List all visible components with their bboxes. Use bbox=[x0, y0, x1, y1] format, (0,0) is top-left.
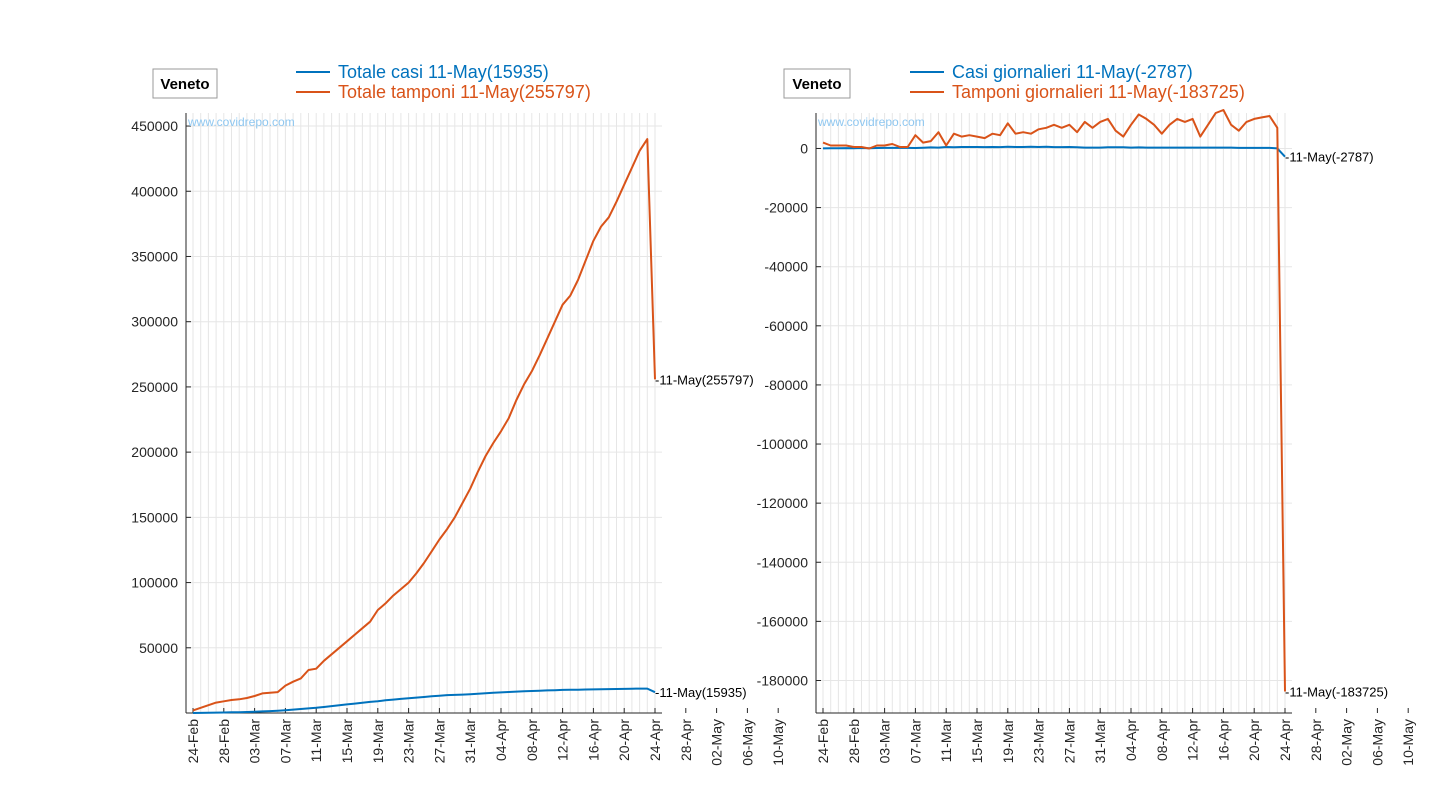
y-tick-label: 50000 bbox=[139, 640, 178, 656]
x-tick-label: 28-Apr bbox=[1308, 719, 1324, 761]
y-tick-label: 200000 bbox=[131, 444, 178, 460]
region-box bbox=[152, 68, 218, 99]
x-tick-label: 12-Apr bbox=[555, 719, 571, 761]
x-tick-label: 23-Mar bbox=[1031, 719, 1047, 764]
x-tick-label: 02-May bbox=[1339, 719, 1355, 766]
x-tick-label: 28-Feb bbox=[216, 719, 232, 764]
x-tick-label: 19-Mar bbox=[1000, 719, 1016, 764]
x-tick-label: 24-Feb bbox=[185, 719, 201, 764]
series-line-1 bbox=[822, 109, 1286, 692]
x-tick-label: 10-May bbox=[1400, 719, 1416, 766]
horizontal-gridlines bbox=[816, 147, 1292, 681]
y-tick-label: -80000 bbox=[764, 377, 808, 393]
x-tick-label: 24-Apr bbox=[647, 719, 663, 761]
right-chart-daily: 0 -20000 -40000 -60000 -80000 -100000 -120000 -… bbox=[757, 62, 1417, 766]
y-tick-label: -120000 bbox=[757, 495, 809, 511]
x-tick-label: 03-Mar bbox=[247, 719, 263, 764]
x-tick-label: 11-Mar bbox=[308, 719, 324, 763]
y-tick-label: -40000 bbox=[764, 259, 808, 275]
x-tick-label: 24-Apr bbox=[1277, 719, 1293, 761]
x-tick-label: 28-Feb bbox=[846, 719, 862, 764]
series-line-1 bbox=[192, 138, 656, 712]
x-tick-label: 19-Mar bbox=[370, 719, 386, 764]
series-end-label: -11-May(15935) bbox=[655, 685, 747, 700]
left-chart-total: 50000 100000 150000 200000 250000 300000 35000… bbox=[131, 62, 786, 766]
vertical-gridlines bbox=[192, 113, 656, 713]
x-tick-label: 16-Apr bbox=[585, 719, 601, 761]
y-tick-label: 250000 bbox=[131, 379, 178, 395]
x-tick-label: 31-Mar bbox=[1092, 719, 1108, 764]
x-tick-label: 28-Apr bbox=[678, 719, 694, 761]
region-label: Veneto bbox=[792, 76, 841, 93]
x-tick-label: 04-Apr bbox=[493, 719, 509, 761]
series-line-0 bbox=[192, 687, 656, 714]
x-tick-label: 10-May bbox=[770, 719, 786, 766]
x-tick-label: 07-Mar bbox=[907, 719, 923, 764]
y-tick-label: -20000 bbox=[764, 200, 808, 216]
region-label: Veneto bbox=[160, 76, 209, 93]
y-tick-label: 150000 bbox=[131, 509, 178, 525]
x-tick-label: 27-Mar bbox=[431, 719, 447, 764]
series-end-label: -11-May(-183725) bbox=[1285, 684, 1388, 699]
x-tick-label: 16-Apr bbox=[1215, 719, 1231, 761]
x-tick-label: 20-Apr bbox=[616, 719, 632, 761]
y-tick-label: 100000 bbox=[131, 575, 178, 591]
y-tick-label: -180000 bbox=[757, 672, 809, 688]
legend-entry: Totale casi 11-May(15935) bbox=[338, 62, 549, 82]
horizontal-gridlines bbox=[186, 125, 662, 649]
y-tick-label: 0 bbox=[800, 140, 808, 156]
y-tick-label: -140000 bbox=[757, 554, 809, 570]
x-tick-label: 03-Mar bbox=[877, 719, 893, 764]
y-tick-label: 400000 bbox=[131, 183, 178, 199]
x-tick-label: 27-Mar bbox=[1061, 719, 1077, 764]
x-tick-label: 20-Apr bbox=[1246, 719, 1262, 761]
x-tick-label: 07-Mar bbox=[277, 719, 293, 764]
series-end-label: -11-May(-2787) bbox=[1285, 150, 1374, 165]
y-tick-label: -60000 bbox=[764, 318, 808, 334]
legend-entry: Totale tamponi 11-May(255797) bbox=[338, 82, 591, 102]
x-tick-label: 31-Mar bbox=[462, 719, 478, 764]
y-tick-label: 300000 bbox=[131, 314, 178, 330]
y-tick-label: 450000 bbox=[131, 118, 178, 134]
region-box bbox=[783, 68, 851, 99]
y-tick-label: -160000 bbox=[757, 613, 809, 629]
y-tick-label: 350000 bbox=[131, 248, 178, 264]
x-tick-label: 06-May bbox=[1369, 719, 1385, 766]
x-tick-label: 15-Mar bbox=[969, 719, 985, 764]
x-tick-label: 11-Mar bbox=[938, 719, 954, 763]
watermark-text: www.covidrepo.com bbox=[817, 115, 925, 129]
x-tick-label: 12-Apr bbox=[1185, 719, 1201, 761]
x-tick-label: 23-Mar bbox=[401, 719, 417, 764]
x-tick-label: 08-Apr bbox=[1154, 719, 1170, 761]
x-tick-label: 15-Mar bbox=[339, 719, 355, 764]
x-tick-label: 24-Feb bbox=[815, 719, 831, 764]
legend-entry: Casi giornalieri 11-May(-2787) bbox=[952, 62, 1193, 82]
x-tick-label: 06-May bbox=[739, 719, 755, 766]
watermark-text: www.covidrepo.com bbox=[187, 115, 295, 129]
x-tick-label: 08-Apr bbox=[524, 719, 540, 761]
x-tick-label: 04-Apr bbox=[1123, 719, 1139, 761]
legend-entry: Tamponi giornalieri 11-May(-183725) bbox=[952, 82, 1245, 102]
x-tick-label: 02-May bbox=[709, 719, 725, 766]
vertical-gridlines bbox=[822, 113, 1286, 713]
y-tick-label: -100000 bbox=[757, 436, 809, 452]
series-end-label: -11-May(255797) bbox=[655, 372, 754, 387]
